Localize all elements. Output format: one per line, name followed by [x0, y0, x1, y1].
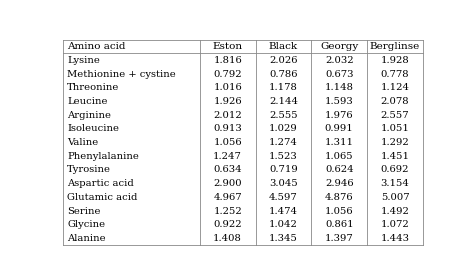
- Text: Georgy: Georgy: [320, 42, 358, 51]
- Text: 3.045: 3.045: [269, 179, 298, 188]
- Text: 0.778: 0.778: [381, 70, 410, 78]
- Text: Valine: Valine: [67, 138, 99, 147]
- Text: 1.523: 1.523: [269, 152, 298, 161]
- Text: 1.016: 1.016: [213, 83, 242, 92]
- Text: Phenylalanine: Phenylalanine: [67, 152, 139, 161]
- Text: 4.597: 4.597: [269, 193, 298, 202]
- Text: Leucine: Leucine: [67, 97, 108, 106]
- Text: 0.786: 0.786: [269, 70, 298, 78]
- Text: Berglinse: Berglinse: [370, 42, 420, 51]
- Text: 0.861: 0.861: [325, 220, 354, 229]
- Text: 5.007: 5.007: [381, 193, 410, 202]
- Text: 4.876: 4.876: [325, 193, 354, 202]
- Text: 2.144: 2.144: [269, 97, 298, 106]
- Text: 2.946: 2.946: [325, 179, 354, 188]
- Text: 2.900: 2.900: [213, 179, 242, 188]
- Text: Arginine: Arginine: [67, 111, 111, 120]
- Text: 1.124: 1.124: [381, 83, 410, 92]
- Text: Glycine: Glycine: [67, 220, 105, 229]
- Text: 0.634: 0.634: [213, 165, 242, 174]
- Text: 1.976: 1.976: [325, 111, 354, 120]
- Text: 1.443: 1.443: [381, 234, 410, 243]
- Text: Methionine + cystine: Methionine + cystine: [67, 70, 176, 78]
- Text: Tyrosine: Tyrosine: [67, 165, 111, 174]
- Text: 1.926: 1.926: [213, 97, 242, 106]
- Text: 1.492: 1.492: [381, 207, 410, 215]
- Text: Black: Black: [269, 42, 298, 51]
- Text: 2.078: 2.078: [381, 97, 410, 106]
- Text: 1.042: 1.042: [269, 220, 298, 229]
- Text: 1.148: 1.148: [325, 83, 354, 92]
- Text: 1.056: 1.056: [213, 138, 242, 147]
- Text: Aspartic acid: Aspartic acid: [67, 179, 134, 188]
- Text: 1.029: 1.029: [269, 124, 298, 133]
- Text: 1.072: 1.072: [381, 220, 410, 229]
- Text: Eston: Eston: [212, 42, 243, 51]
- Text: 1.408: 1.408: [213, 234, 242, 243]
- Text: 1.451: 1.451: [381, 152, 410, 161]
- Text: 1.292: 1.292: [381, 138, 410, 147]
- Text: 0.913: 0.913: [213, 124, 242, 133]
- Text: Amino acid: Amino acid: [67, 42, 126, 51]
- Text: 1.474: 1.474: [269, 207, 298, 215]
- Text: Isoleucine: Isoleucine: [67, 124, 119, 133]
- Text: Glutamic acid: Glutamic acid: [67, 193, 137, 202]
- Text: 1.178: 1.178: [269, 83, 298, 92]
- Text: 1.397: 1.397: [325, 234, 354, 243]
- Text: Threonine: Threonine: [67, 83, 119, 92]
- Text: 2.012: 2.012: [213, 111, 242, 120]
- Text: 1.056: 1.056: [325, 207, 354, 215]
- Text: 0.991: 0.991: [325, 124, 354, 133]
- Text: 0.692: 0.692: [381, 165, 409, 174]
- Text: 1.593: 1.593: [325, 97, 354, 106]
- Text: 1.816: 1.816: [213, 56, 242, 65]
- Text: 1.345: 1.345: [269, 234, 298, 243]
- Text: 0.624: 0.624: [325, 165, 354, 174]
- Text: 1.247: 1.247: [213, 152, 242, 161]
- Text: 1.274: 1.274: [269, 138, 298, 147]
- Text: Serine: Serine: [67, 207, 101, 215]
- Text: Lysine: Lysine: [67, 56, 100, 65]
- Text: 1.065: 1.065: [325, 152, 354, 161]
- Text: 0.792: 0.792: [213, 70, 242, 78]
- Text: 1.051: 1.051: [381, 124, 410, 133]
- Text: 3.154: 3.154: [381, 179, 410, 188]
- Text: 1.252: 1.252: [213, 207, 242, 215]
- Text: 1.928: 1.928: [381, 56, 410, 65]
- Text: 2.557: 2.557: [381, 111, 410, 120]
- Text: 2.555: 2.555: [269, 111, 298, 120]
- Text: 0.922: 0.922: [213, 220, 242, 229]
- Text: 2.032: 2.032: [325, 56, 354, 65]
- Text: 0.719: 0.719: [269, 165, 298, 174]
- Text: 4.967: 4.967: [213, 193, 242, 202]
- Text: Alanine: Alanine: [67, 234, 106, 243]
- Text: 0.673: 0.673: [325, 70, 354, 78]
- Text: 2.026: 2.026: [269, 56, 298, 65]
- Text: 1.311: 1.311: [325, 138, 354, 147]
